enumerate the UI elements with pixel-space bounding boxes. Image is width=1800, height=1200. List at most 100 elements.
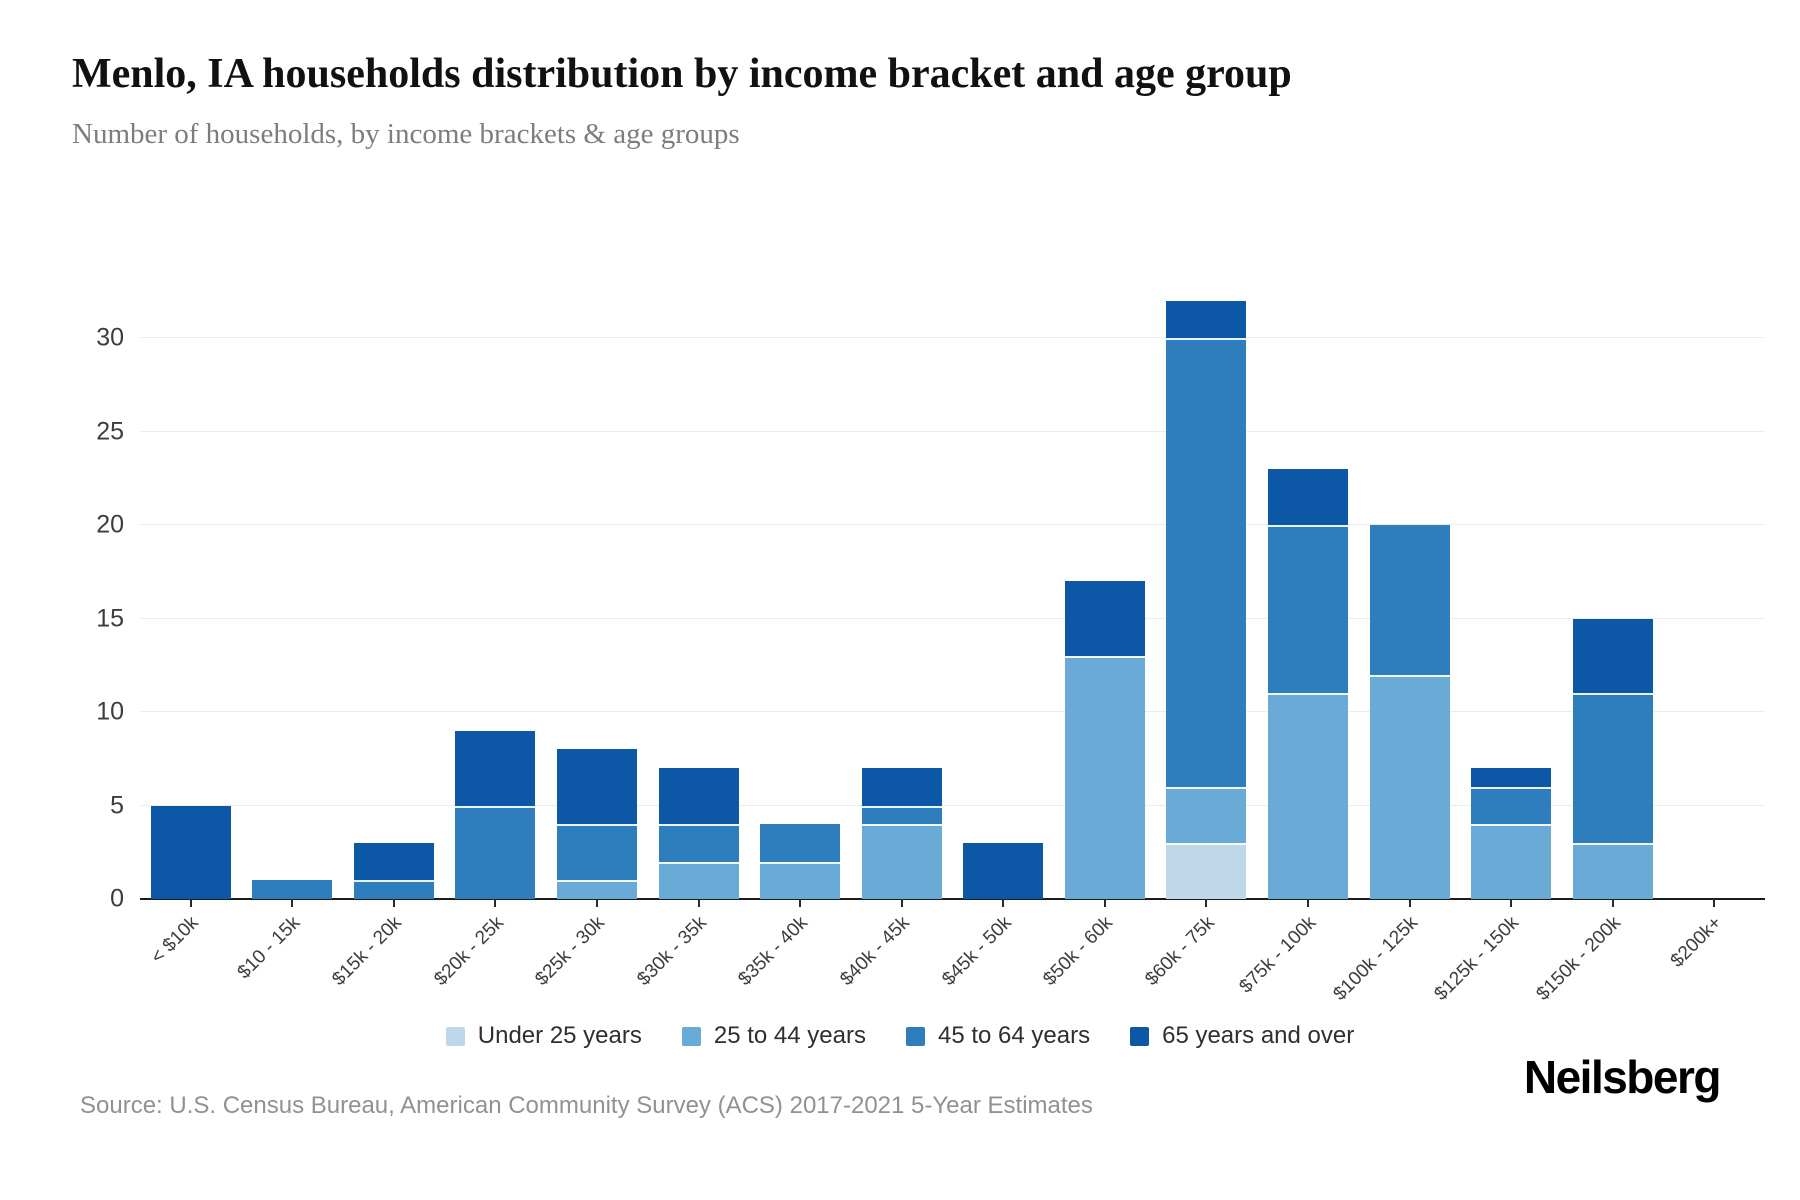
bar-segment	[861, 824, 942, 899]
bar-segment	[557, 824, 638, 881]
bar-segment	[963, 842, 1044, 899]
bar-segment	[760, 824, 841, 862]
x-axis-tick	[900, 899, 903, 907]
bar-segment	[1267, 468, 1348, 525]
gridline-y-15	[140, 617, 1765, 619]
plot-area: 0 5 10 15 20 25 30 < $10k $10 - 15k $15k - 20k $20…	[96, 244, 1765, 1005]
x-axis-tick	[392, 899, 395, 907]
x-axis-category-label: $200k+	[1667, 912, 1727, 972]
x-axis-tick	[189, 899, 192, 907]
bar-segment	[1267, 525, 1348, 694]
x-axis-category-label: $50k - 60k	[1039, 912, 1117, 990]
gridline-y-5	[140, 804, 1765, 806]
x-axis-category-label: $45k - 50k	[937, 912, 1016, 990]
legend: Under 25 years 25 to 44 years 45 to 64 yea…	[0, 1022, 1800, 1050]
bar-segment	[1369, 674, 1450, 899]
gridline-y-10	[140, 711, 1765, 712]
x-axis-tick	[1103, 899, 1106, 907]
bar-segment	[1572, 693, 1653, 843]
x-axis-tick	[1408, 899, 1411, 907]
bar-segment	[353, 842, 434, 881]
bar-segment	[455, 730, 536, 806]
legend-item[interactable]: 45 to 64 years	[905, 1022, 1091, 1050]
bar-segment	[1064, 581, 1145, 656]
y-axis-tick-label: 0	[110, 884, 124, 913]
x-axis-tick	[596, 899, 599, 907]
x-axis-line	[140, 898, 1765, 900]
bar-segment	[1471, 786, 1552, 825]
x-axis-category-label: < $10k	[147, 912, 203, 968]
bar-segment	[861, 768, 942, 806]
bar-segment	[150, 805, 231, 899]
x-axis-tick	[1713, 899, 1716, 907]
bar-segment	[455, 805, 536, 899]
bar-segment	[658, 824, 739, 862]
bar-segment	[1369, 525, 1450, 675]
x-axis-tick	[697, 899, 700, 907]
x-axis-category-label: $25k - 30k	[531, 912, 610, 990]
bar-segment	[1572, 842, 1653, 899]
bar-segment	[1471, 768, 1552, 787]
x-axis-tick	[1510, 899, 1513, 907]
bar-segment	[760, 861, 841, 899]
bar-segment	[658, 768, 739, 825]
x-axis-category-label: $100k - 125k	[1329, 912, 1422, 1005]
source-text: Source: U.S. Census Bureau, American Com…	[80, 1092, 1093, 1119]
legend-label: 45 to 64 years	[937, 1022, 1091, 1049]
legend-swatch-icon	[445, 1026, 465, 1046]
bar-segment	[557, 880, 638, 899]
page-title: Menlo, IA households distribution by inc…	[72, 51, 1292, 97]
legend-label: Under 25 years	[477, 1022, 642, 1049]
x-axis-category-label: $10 - 15k	[233, 912, 305, 984]
x-axis-tick	[799, 899, 802, 907]
bar-segment	[1166, 338, 1247, 787]
x-axis-category-label: $30k - 35k	[633, 912, 711, 990]
bar-segment	[557, 749, 638, 825]
legend-item[interactable]: 25 to 44 years	[681, 1022, 866, 1050]
x-axis-tick	[494, 899, 497, 907]
bar-segment	[658, 861, 739, 899]
bar-segment	[252, 880, 333, 899]
legend-swatch-icon	[681, 1026, 701, 1046]
bar-segment	[1166, 842, 1247, 899]
x-axis-tick	[1205, 899, 1208, 907]
page-subtitle: Number of households, by income brackets…	[72, 118, 740, 150]
x-axis-category-label: $20k - 25k	[430, 912, 508, 990]
gridline-y-25	[140, 430, 1765, 432]
y-axis-tick-label: 30	[96, 323, 124, 352]
bar-segment	[1166, 786, 1247, 843]
legend-item[interactable]: 65 years and over	[1130, 1022, 1354, 1050]
gridline-y-20	[140, 524, 1765, 525]
bar-segment	[353, 880, 434, 899]
x-axis-tick	[291, 899, 294, 907]
bar-segment	[1267, 693, 1348, 899]
legend-swatch-icon	[905, 1026, 925, 1046]
x-axis-tick	[1306, 899, 1309, 907]
y-axis-tick-label: 5	[110, 791, 124, 819]
y-axis-tick-label: 20	[96, 510, 124, 539]
bar-segment	[1471, 824, 1552, 899]
x-axis-category-label: $35k - 40k	[734, 912, 813, 990]
x-axis-category-label: $40k - 45k	[836, 912, 914, 990]
x-axis-category-label: $150k - 200k	[1532, 912, 1625, 1005]
bar-segment	[861, 805, 942, 825]
x-axis-category-label: $125k - 150k	[1430, 912, 1524, 1005]
bar-segment	[1166, 300, 1247, 338]
x-axis-category-label: $75k - 100k	[1235, 912, 1321, 998]
y-axis-tick-label: 15	[96, 604, 124, 632]
gridline-y-30	[140, 337, 1765, 338]
y-axis-tick-label: 10	[96, 697, 124, 726]
legend-item[interactable]: Under 25 years	[445, 1022, 642, 1050]
bar-segment	[1064, 655, 1145, 899]
y-axis-tick-label: 25	[96, 417, 124, 445]
legend-label: 65 years and over	[1162, 1022, 1355, 1049]
x-axis-tick	[1002, 899, 1005, 907]
x-axis-category-label: $60k - 75k	[1140, 912, 1219, 990]
x-axis-tick	[1611, 899, 1614, 907]
x-axis-category-label: $15k - 20k	[328, 912, 407, 990]
brand-logo: Neilsberg	[1523, 1051, 1722, 1103]
bar-segment	[1572, 618, 1653, 694]
legend-label: 25 to 44 years	[713, 1022, 866, 1049]
legend-swatch-icon	[1130, 1026, 1150, 1046]
